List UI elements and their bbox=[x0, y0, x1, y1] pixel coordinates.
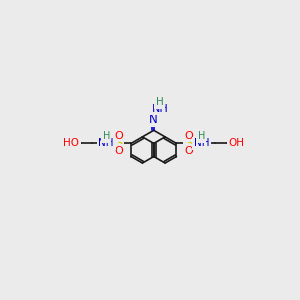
Text: HO: HO bbox=[63, 138, 79, 148]
Text: NH: NH bbox=[194, 138, 209, 148]
Text: NH: NH bbox=[98, 138, 114, 148]
Text: N: N bbox=[149, 113, 158, 126]
Text: O: O bbox=[114, 146, 123, 156]
Text: O: O bbox=[184, 146, 193, 156]
Text: O: O bbox=[184, 131, 193, 141]
Text: OH: OH bbox=[228, 138, 244, 148]
Text: H: H bbox=[103, 131, 110, 142]
Text: O: O bbox=[114, 131, 123, 141]
Text: H: H bbox=[198, 131, 205, 142]
Text: S: S bbox=[185, 137, 193, 150]
Text: H: H bbox=[156, 98, 164, 107]
Text: NH: NH bbox=[152, 103, 168, 114]
Text: S: S bbox=[115, 137, 122, 150]
